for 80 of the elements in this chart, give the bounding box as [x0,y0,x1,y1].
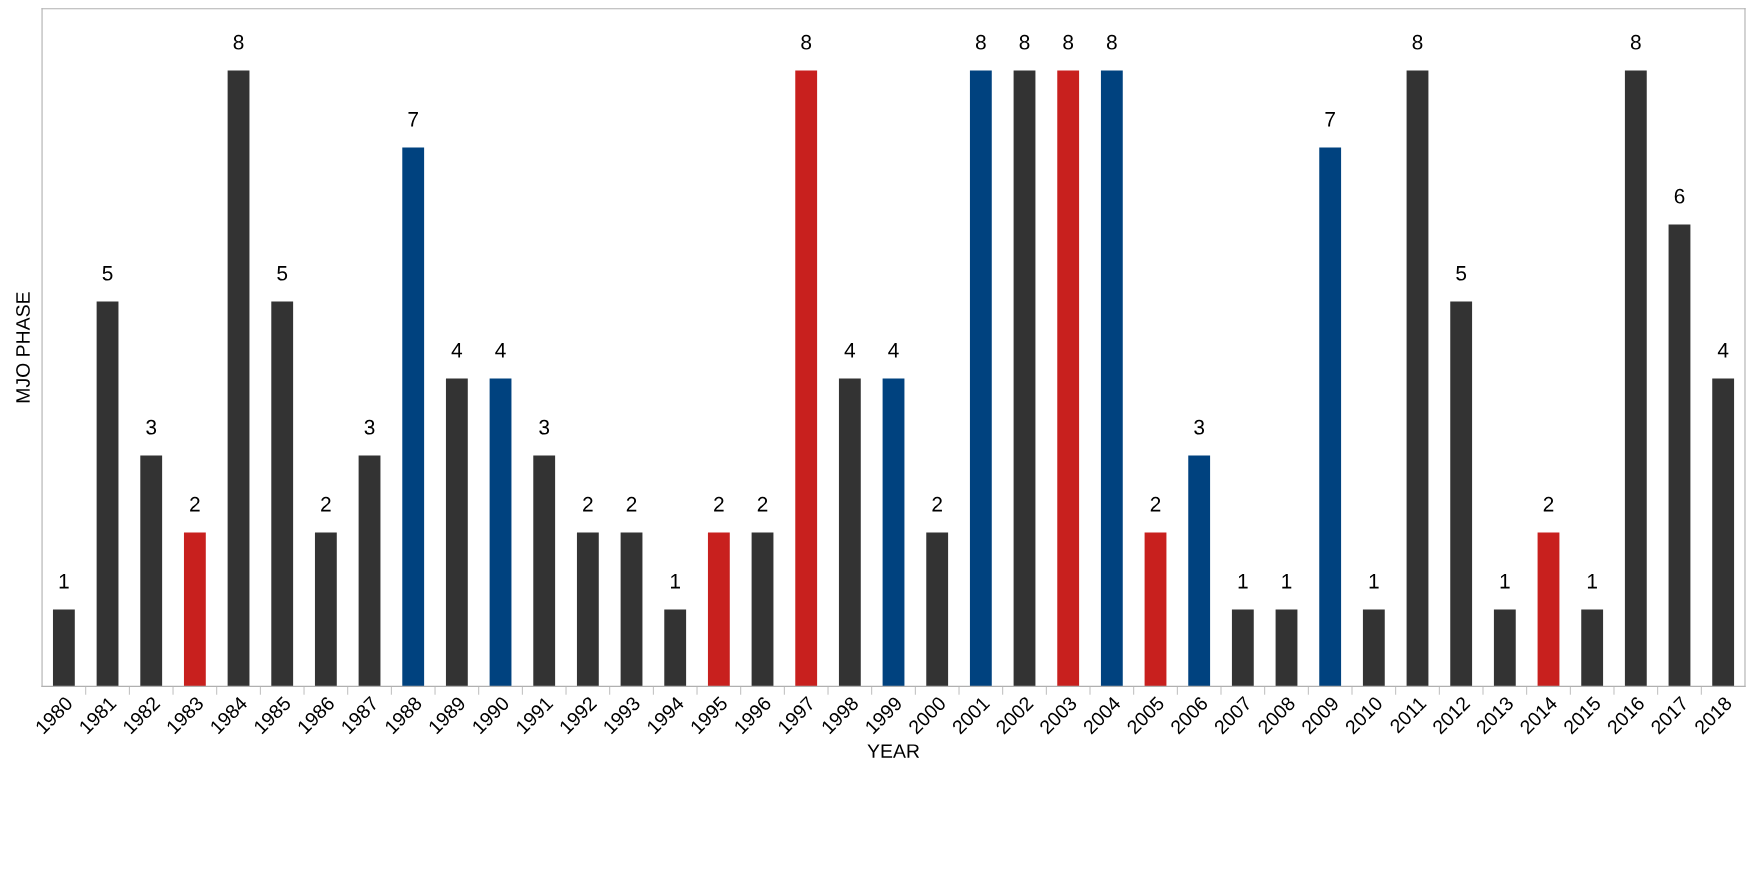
bar [314,532,337,687]
bar [1188,455,1211,687]
bar [1624,70,1647,687]
bar [1537,532,1560,687]
data-label: 2 [1543,496,1554,512]
data-label: 8 [233,34,244,50]
data-label: 3 [1194,419,1205,435]
bar [140,455,163,687]
data-label: 1 [1238,574,1248,589]
bar [533,455,556,687]
data-label: 2 [583,496,593,512]
bar [795,70,818,687]
data-label: 8 [801,34,812,50]
bar [664,609,687,687]
bar [52,609,75,687]
x-axis-title: YEAR [867,744,920,758]
bar [96,301,119,687]
data-label: 7 [1325,112,1335,127]
data-label: 8 [1412,34,1423,50]
data-label: 3 [539,419,550,435]
data-label: 2 [757,496,768,512]
data-label: 8 [1063,34,1074,50]
bar [707,532,730,687]
bar [620,532,643,687]
data-label: 5 [1456,266,1467,281]
data-label: 8 [1630,34,1641,50]
bar [882,378,905,687]
data-label: 1 [1369,574,1379,589]
bar [576,532,599,687]
bar [1100,70,1123,687]
bar [183,532,206,687]
data-label: 4 [888,343,899,358]
data-label: 7 [408,112,418,127]
data-label: 4 [844,343,856,358]
data-label: 3 [146,419,157,435]
data-label: 5 [277,266,288,281]
bar [1013,70,1036,687]
bar [1450,301,1473,687]
bar [926,532,949,687]
bar [1668,224,1691,687]
data-label: 6 [1674,188,1685,204]
data-label: 8 [975,34,986,50]
bar [1275,609,1298,687]
data-label: 1 [1500,574,1510,589]
bar [1493,609,1516,687]
data-label: 2 [321,496,331,512]
data-label: 3 [364,419,375,435]
bar [1319,147,1342,687]
y-axis-title: MJO PHASE [16,292,30,403]
data-label: 8 [1019,34,1030,50]
bar [1406,70,1429,687]
bar [1712,378,1735,687]
bar [402,147,425,687]
bar [358,455,381,687]
data-label: 2 [932,496,942,512]
bar [1144,532,1167,687]
data-label: 2 [626,496,637,512]
bar [1362,609,1385,687]
bar [489,378,512,687]
data-label: 5 [102,266,113,281]
data-label: 1 [1282,574,1292,589]
data-label: 2 [1150,496,1161,512]
bar [445,378,468,687]
bar [227,70,250,687]
bar [1057,70,1080,687]
data-label: 1 [1587,574,1597,589]
data-label: 4 [1717,343,1729,358]
bar [838,378,861,687]
bar [1231,609,1254,687]
data-label: 2 [190,496,200,512]
data-label: 4 [451,343,463,358]
bar [751,532,774,687]
data-label: 8 [1106,34,1117,50]
bar [969,70,992,687]
data-label: 4 [495,343,506,358]
data-label: 1 [670,574,680,589]
bar [1581,609,1604,687]
data-label: 1 [59,574,69,589]
data-label: 2 [714,496,724,512]
bar [271,301,294,687]
